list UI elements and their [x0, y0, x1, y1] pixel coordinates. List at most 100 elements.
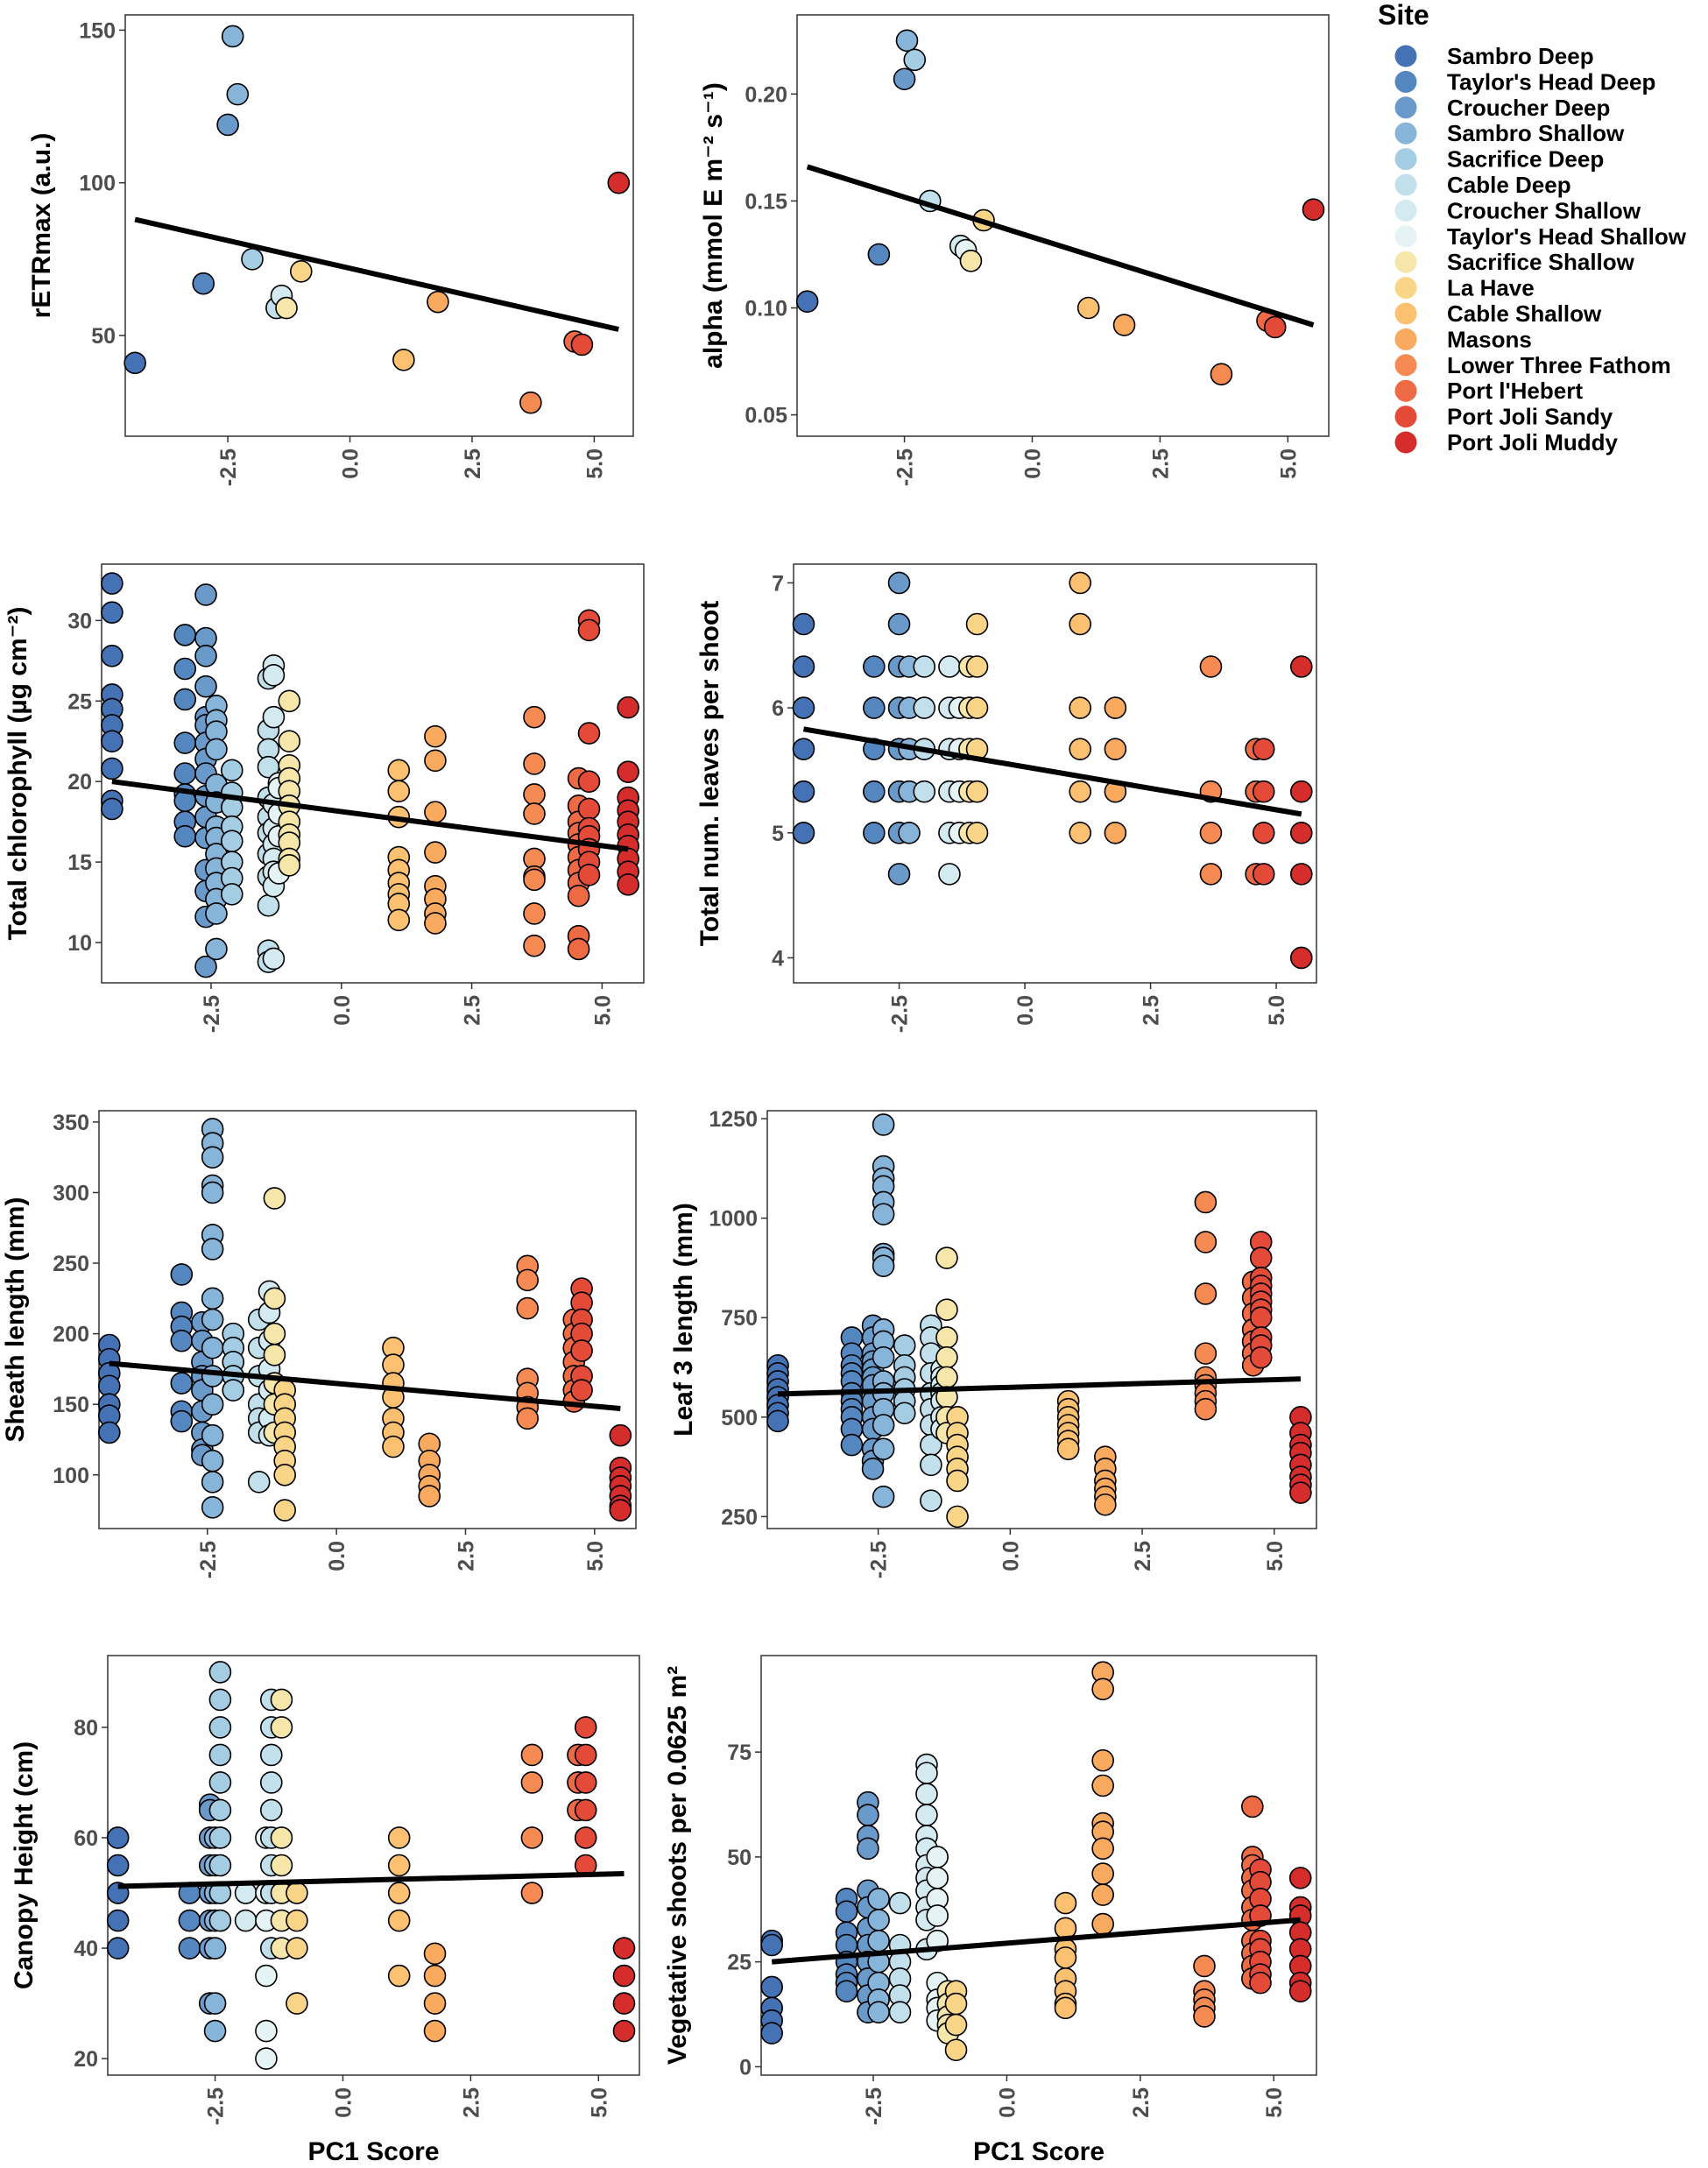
legend-label: Cable Deep	[1447, 172, 1571, 198]
data-point	[872, 1254, 895, 1277]
data-point	[609, 1499, 632, 1522]
data-point	[915, 1762, 938, 1784]
data-point	[915, 1783, 938, 1805]
data-point	[1210, 363, 1233, 385]
legend-item: Port l'Hebert	[1394, 378, 1583, 404]
data-point	[577, 722, 601, 745]
x-tick-label: 5.0	[1276, 448, 1301, 479]
legend-label: Port Joli Muddy	[1447, 429, 1619, 455]
data-point	[208, 1661, 232, 1684]
data-point	[888, 1891, 912, 1915]
data-point	[170, 1263, 194, 1286]
y-tick-label: 0.20	[745, 82, 787, 107]
data-point	[106, 1909, 130, 1932]
data-point	[946, 1469, 969, 1493]
data-point	[872, 1203, 895, 1225]
data-point	[760, 1975, 783, 1999]
data-point	[577, 770, 601, 793]
data-point	[872, 1414, 895, 1437]
data-point	[194, 674, 217, 698]
data-point	[286, 1909, 308, 1932]
data-point	[893, 67, 916, 91]
data-point	[1056, 1437, 1080, 1460]
legend-swatch	[1394, 431, 1417, 454]
data-point	[1289, 863, 1313, 886]
data-point	[178, 1909, 201, 1932]
data-point	[201, 1471, 224, 1494]
legend-item: Port Joli Muddy	[1394, 429, 1619, 455]
legend-item: Taylor's Head Shallow	[1394, 223, 1687, 250]
data-point	[1249, 1246, 1273, 1269]
data-point	[570, 333, 594, 357]
data-point	[205, 902, 228, 925]
data-point	[208, 1688, 232, 1712]
data-point	[863, 655, 886, 678]
x-tick-label: 5.0	[590, 995, 615, 1026]
trend-line	[117, 1870, 625, 1889]
data-point	[1194, 1190, 1217, 1214]
data-point	[221, 25, 244, 48]
legend-swatch	[1394, 302, 1417, 325]
data-point	[270, 1826, 293, 1849]
data-point	[1289, 821, 1313, 844]
legend-label: Masons	[1447, 326, 1532, 352]
data-point	[523, 934, 546, 957]
x-tick-label: 2.5	[1140, 995, 1164, 1026]
x-tick-label: -2.5	[888, 995, 913, 1033]
chart-panel-2: 0.05 0.10 0.15 0.20 -2.5 0.0 2.5 5.0 alpha (mmol…	[699, 14, 1330, 486]
legend-label: Lower Three Fathom	[1447, 352, 1671, 378]
data-point	[903, 48, 927, 72]
chart-panel-5: 100 150 200 250 300 350 -2.5 0.0 2.5 5.0 Sheath le…	[1, 1110, 637, 1578]
y-tick-label: 25	[67, 689, 92, 714]
data-point	[577, 864, 601, 886]
data-point	[913, 780, 936, 803]
data-point	[913, 696, 936, 719]
data-point	[863, 696, 886, 719]
data-point	[577, 797, 601, 821]
data-point	[387, 759, 411, 782]
legend-item: La Have	[1394, 275, 1535, 301]
x-tick-label: -2.5	[862, 2087, 886, 2125]
chart-panel-8: 0 25 50 75 -2.5 0.0 2.5 5.0 Vegetative shoots pe…	[663, 1655, 1317, 2166]
legend-item: Lower Three Fathom	[1394, 352, 1671, 378]
x-tick-label: 0.0	[1013, 995, 1038, 1026]
data-point	[1054, 1996, 1077, 2020]
legend-swatch	[1394, 406, 1417, 428]
data-point	[965, 821, 989, 844]
data-point	[766, 1409, 789, 1433]
data-point	[226, 82, 250, 106]
data-point	[423, 1992, 447, 2015]
data-point	[1112, 314, 1136, 336]
data-point	[887, 863, 911, 886]
data-point	[867, 243, 891, 266]
data-point	[926, 1904, 949, 1927]
data-point	[1249, 1345, 1273, 1369]
data-point	[1069, 780, 1092, 803]
y-tick-label: 75	[727, 1741, 752, 1765]
y-axis-title: Leaf 3 length (mm)	[669, 1203, 698, 1437]
data-point	[255, 2047, 278, 2070]
data-point	[944, 1992, 968, 2016]
legend-item: Cable Shallow	[1394, 300, 1602, 327]
data-point	[208, 1854, 232, 1877]
data-point	[792, 821, 815, 844]
data-point	[1069, 738, 1092, 760]
data-point	[1289, 655, 1313, 678]
data-point	[516, 1268, 540, 1292]
data-point	[203, 1992, 227, 2015]
data-point	[387, 1826, 411, 1849]
data-point	[1069, 612, 1092, 636]
data-point	[208, 1771, 232, 1794]
y-tick-label: 6	[772, 696, 784, 721]
plot-frame	[107, 1655, 640, 2076]
data-point	[965, 696, 989, 719]
legend-swatch	[1394, 45, 1417, 67]
x-tick-label: 5.0	[1263, 1541, 1288, 1571]
data-point	[944, 2013, 968, 2037]
y-axis-title: Sheath length (mm)	[1, 1197, 30, 1442]
y-tick-label: 50	[727, 1846, 752, 1870]
data-point	[101, 644, 124, 667]
data-point	[935, 1345, 958, 1369]
plot-frame	[760, 1655, 1317, 2076]
